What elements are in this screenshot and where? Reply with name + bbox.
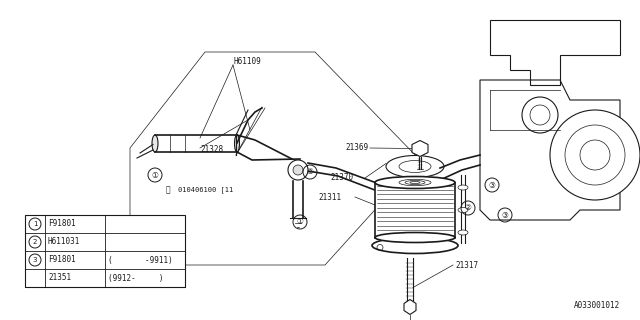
Text: ②: ② bbox=[307, 167, 314, 177]
Ellipse shape bbox=[375, 233, 455, 243]
Ellipse shape bbox=[234, 135, 239, 152]
Polygon shape bbox=[404, 300, 416, 315]
Ellipse shape bbox=[458, 230, 468, 235]
Bar bbox=[25, 215, 185, 287]
Text: A033001012: A033001012 bbox=[573, 301, 620, 310]
Circle shape bbox=[293, 165, 303, 175]
Polygon shape bbox=[412, 140, 428, 156]
Text: H611031: H611031 bbox=[48, 237, 81, 246]
Text: ①: ① bbox=[152, 171, 159, 180]
Text: (       -9911): ( -9911) bbox=[108, 255, 173, 265]
Text: ①: ① bbox=[296, 218, 303, 227]
Text: 3: 3 bbox=[33, 257, 37, 263]
Ellipse shape bbox=[399, 161, 431, 172]
Bar bbox=[375, 182, 455, 237]
Text: 010406100 [11: 010406100 [11 bbox=[178, 187, 233, 193]
Text: H61109: H61109 bbox=[233, 58, 260, 67]
Circle shape bbox=[550, 110, 640, 200]
Text: F91801: F91801 bbox=[48, 255, 76, 265]
Circle shape bbox=[522, 97, 558, 133]
Text: (9912-     ): (9912- ) bbox=[108, 274, 163, 283]
Circle shape bbox=[288, 160, 308, 180]
Text: F91801: F91801 bbox=[48, 220, 76, 228]
Text: 21369: 21369 bbox=[345, 143, 368, 153]
Text: 2: 2 bbox=[33, 239, 37, 245]
Text: ③: ③ bbox=[502, 211, 508, 220]
Ellipse shape bbox=[372, 237, 458, 253]
Text: 21351: 21351 bbox=[48, 274, 71, 283]
Ellipse shape bbox=[458, 185, 468, 190]
Text: 21311: 21311 bbox=[318, 193, 341, 202]
Text: ②: ② bbox=[465, 204, 472, 212]
Text: 1: 1 bbox=[33, 221, 37, 227]
Text: 21317: 21317 bbox=[455, 260, 478, 269]
Text: 21328: 21328 bbox=[200, 146, 223, 155]
Text: ③: ③ bbox=[488, 180, 495, 189]
Ellipse shape bbox=[375, 177, 455, 188]
Ellipse shape bbox=[152, 135, 158, 152]
Ellipse shape bbox=[386, 156, 444, 178]
Ellipse shape bbox=[458, 207, 468, 212]
Text: Ⓑ: Ⓑ bbox=[166, 186, 170, 195]
Text: 21370: 21370 bbox=[330, 173, 353, 182]
